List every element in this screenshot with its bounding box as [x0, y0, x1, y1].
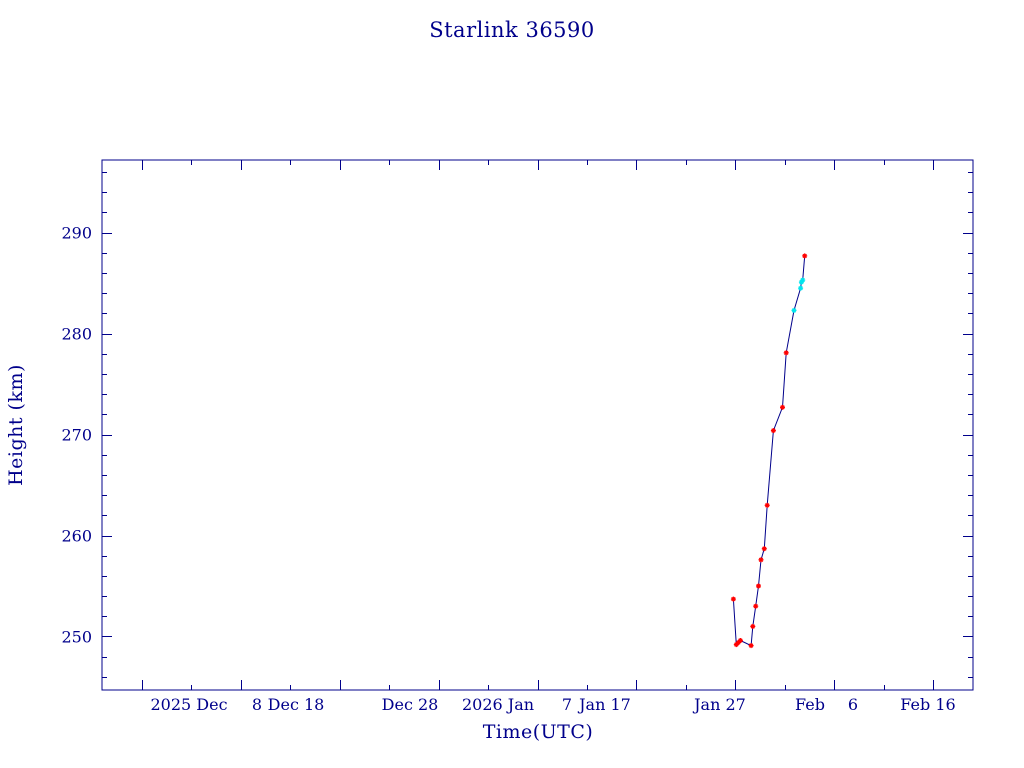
x-tick-label: 8	[252, 695, 262, 714]
x-tick-label: 6	[848, 695, 858, 714]
series-layer	[730, 253, 808, 649]
chart-title: Starlink 36590	[429, 18, 595, 42]
data-point	[800, 277, 806, 283]
x-tick-label: Dec 18	[268, 695, 325, 714]
data-point	[764, 502, 770, 508]
y-tick-label: 260	[61, 527, 92, 546]
y-axis-tick-labels: 250 260 270 280 290	[61, 224, 92, 647]
data-point	[737, 638, 743, 643]
data-point	[791, 307, 797, 313]
data-point	[748, 643, 754, 649]
x-tick-label: 2025 Dec	[150, 695, 227, 714]
x-tick-label: Feb	[795, 695, 825, 714]
y-axis-label: Height (km)	[5, 364, 27, 486]
y-tick-label: 280	[61, 325, 92, 344]
x-tick-label: 7	[562, 695, 572, 714]
y-tick-label: 290	[61, 224, 92, 243]
data-point	[758, 557, 764, 563]
plot-border	[101, 159, 974, 691]
data-point	[750, 623, 756, 629]
data-point	[730, 596, 736, 602]
data-point	[780, 404, 785, 410]
x-axis-ticks	[142, 160, 934, 690]
data-point	[753, 603, 759, 609]
data-point	[783, 350, 789, 356]
plot-frame	[101, 159, 974, 691]
y-axis-ticks	[102, 172, 973, 678]
x-tick-label: Jan 27	[692, 695, 746, 714]
x-tick-label: Jan 17	[577, 695, 631, 714]
data-point	[770, 428, 776, 434]
data-point	[798, 285, 804, 291]
x-tick-label: Feb 16	[900, 695, 955, 714]
y-tick-label: 270	[61, 426, 92, 445]
x-tick-label: 2026 Jan	[462, 695, 534, 714]
data-point	[761, 546, 767, 552]
data-point	[756, 583, 761, 589]
data-point	[802, 253, 808, 259]
x-axis-label: Time(UTC)	[483, 721, 594, 743]
y-tick-label: 250	[61, 627, 92, 646]
series-line	[732, 255, 806, 647]
x-axis-tick-labels: 2025 Dec 8 Dec 18 Dec 28 2026 Jan 7 Jan 17 Jan …	[150, 695, 955, 714]
x-tick-label: Dec 28	[382, 695, 439, 714]
